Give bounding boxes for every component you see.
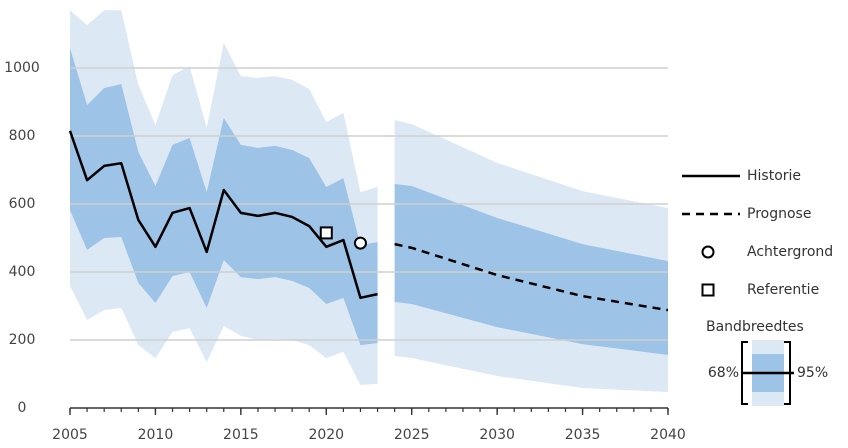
x-tick-label: 2010 (138, 427, 174, 443)
x-tick-label: 2035 (565, 427, 601, 443)
legend-band-label: 68% (708, 365, 739, 381)
y-tick-label: 1000 (4, 60, 40, 76)
y-tick-label: 400 (9, 264, 36, 280)
legend: Historie Prognose Achtergrond Referentie Ban… (682, 168, 833, 406)
x-tick-label: 2030 (479, 427, 515, 443)
band (70, 47, 378, 346)
y-tick-label: 200 (9, 332, 36, 348)
legend-bracket (784, 341, 791, 405)
y-tick-label: 0 (18, 400, 27, 416)
x-tick-label: 2025 (394, 427, 430, 443)
y-tick-label: 600 (9, 196, 36, 212)
legend-label: Referentie (747, 282, 819, 298)
legend-band-label: 95% (797, 365, 828, 381)
legend-label: Achtergrond (747, 244, 833, 260)
x-tick-label: 2015 (223, 427, 259, 443)
band (394, 183, 668, 355)
x-tick-label: 2040 (650, 427, 686, 443)
bands (70, 10, 668, 393)
legend-label: Historie (747, 168, 801, 184)
x-tick-label: 2020 (308, 427, 344, 443)
x-tick-label: 2005 (52, 427, 88, 443)
marker (319, 226, 333, 240)
grid (70, 67, 668, 341)
legend-marker (701, 245, 715, 259)
series-line (68, 130, 378, 300)
legend-bracket (741, 341, 748, 405)
lines (68, 130, 669, 312)
legend-title: Bandbreedtes (706, 319, 804, 335)
legend-label: Prognose (747, 206, 811, 222)
y-tick-label: 800 (9, 128, 36, 144)
marker (353, 236, 367, 250)
axes: 0 200 400 600 800 1000 2005 2010 2015 2020 2025 203… (4, 60, 686, 443)
legend-marker (701, 283, 715, 297)
